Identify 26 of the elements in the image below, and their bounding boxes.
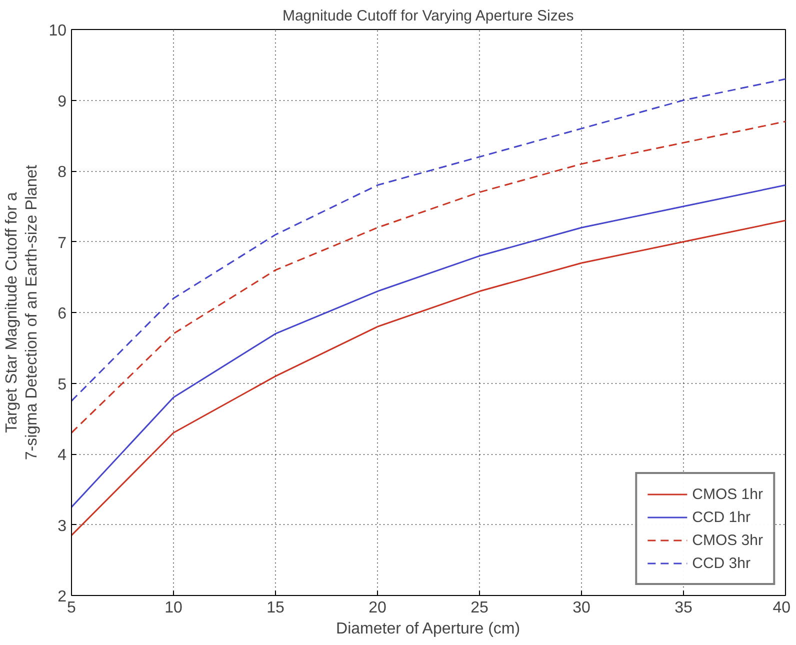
y-tick-label: 9 [58,93,67,110]
y-tick-label: 2 [58,588,67,606]
line-series [72,120,786,434]
legend-label: CMOS 3hr [692,532,763,548]
x-tick-label: 40 [772,600,791,616]
chart-title: Magnitude Cutoff for Varying Aperture Sizes [282,8,574,24]
x-tick-label: 10 [164,600,182,616]
y-tick-label: 4 [58,447,67,464]
legend-label: CMOS 1hr [692,486,763,502]
y-tick-label: 6 [58,306,67,322]
legend-label: CCD 1hr [692,508,750,526]
line-series [72,78,786,402]
x-axis-title: Diameter of Aperture (cm) [336,620,520,638]
x-tick-label: 30 [572,600,590,616]
y-tick-label: 8 [58,164,67,181]
y-tick-label: 7 [58,234,67,252]
y-tick-label: 10 [48,22,67,40]
y-tick-label: 5 [58,376,67,394]
x-tick-label: 20 [368,600,386,616]
legend-label: CCD 3hr [692,554,750,572]
y-axis-title: Target Star Magnitude Cutoff for a 7-sigma Detection of an Earth-size Planet [3,164,41,460]
line-series [72,184,786,508]
x-tick-label: 35 [674,600,692,616]
y-tick-label: 3 [58,518,67,535]
x-tick-label: 15 [266,600,284,616]
x-tick-label: 25 [470,600,488,616]
